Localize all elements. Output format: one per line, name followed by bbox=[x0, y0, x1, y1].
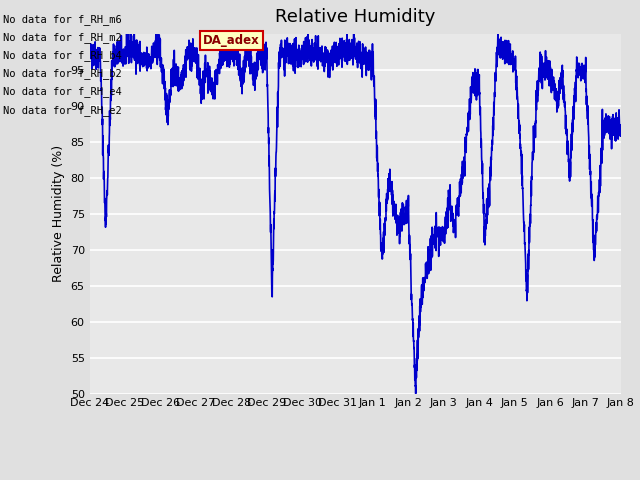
Text: No data for f_RH_b2: No data for f_RH_b2 bbox=[3, 68, 122, 79]
Y-axis label: Relative Humidity (%): Relative Humidity (%) bbox=[52, 145, 65, 282]
Title: Relative Humidity: Relative Humidity bbox=[275, 9, 435, 26]
Text: No data for f_RH_b4: No data for f_RH_b4 bbox=[3, 50, 122, 61]
Text: DA_adex: DA_adex bbox=[203, 35, 260, 48]
Legend:  bbox=[350, 478, 360, 480]
Text: No data for f_RH_m2: No data for f_RH_m2 bbox=[3, 32, 122, 43]
Text: No data for f_RH_e4: No data for f_RH_e4 bbox=[3, 86, 122, 97]
Text: No data for f_RH_m6: No data for f_RH_m6 bbox=[3, 13, 122, 24]
Text: No data for f_RH_e2: No data for f_RH_e2 bbox=[3, 105, 122, 116]
